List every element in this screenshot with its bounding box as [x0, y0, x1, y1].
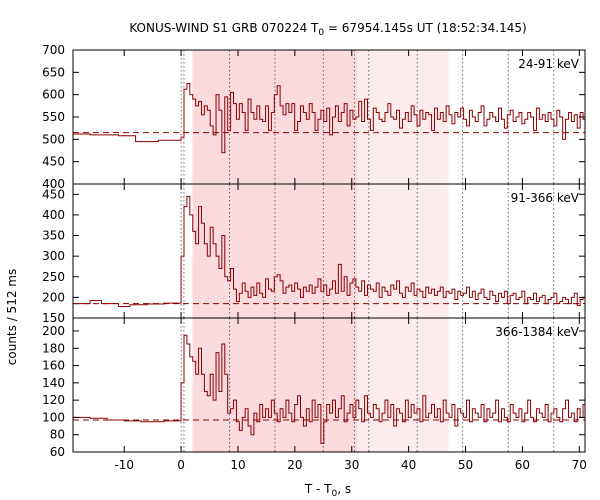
panel-frame — [72, 317, 586, 453]
x-tick-label: 50 — [458, 458, 473, 472]
y-tick-label: 450 — [42, 155, 65, 169]
y-tick-label: 200 — [42, 290, 65, 304]
y-tick-label: 400 — [42, 208, 65, 222]
chart-title: KONUS-WIND S1 GRB 070224 T0 = 67954.145s… — [129, 21, 526, 38]
y-tick-label: 100 — [42, 410, 65, 424]
y-tick-label: 180 — [42, 341, 65, 355]
y-tick-label: 350 — [42, 229, 65, 243]
y-tick-label: 600 — [42, 88, 65, 102]
light-curve-3 — [73, 334, 585, 444]
x-tick-label: 30 — [344, 458, 359, 472]
y-tick-label: 80 — [50, 428, 65, 442]
x-tick-label: 0 — [177, 458, 185, 472]
y-tick-label: 500 — [42, 132, 65, 146]
y-tick-label: 150 — [42, 311, 65, 325]
y-tick-label: 400 — [42, 177, 65, 191]
shaded-region-2 — [357, 318, 449, 452]
energy-band-label: 366-1384 keV — [495, 325, 579, 339]
x-tick-label: -10 — [114, 458, 134, 472]
y-tick-label: 140 — [42, 376, 65, 390]
x-tick-label: 60 — [515, 458, 530, 472]
y-tick-label: 700 — [42, 43, 65, 57]
x-tick-label: 20 — [287, 458, 302, 472]
shaded-region-2 — [357, 184, 449, 318]
x-tick-label: 10 — [230, 458, 245, 472]
panel-3: 60 80 100 120 140 160 180 200 366-1384 keV — [42, 317, 586, 459]
y-tick-label: 250 — [42, 270, 65, 284]
x-axis-label: T - T0, s — [304, 482, 351, 499]
y-tick-label: 200 — [42, 324, 65, 338]
shaded-region-1 — [192, 318, 358, 452]
y-tick-label: 160 — [42, 359, 65, 373]
y-tick-label: 450 — [42, 187, 65, 201]
panel-2: 150 200 250 300 350 400 450 91-366 keV — [42, 183, 586, 325]
x-tick-label: 40 — [401, 458, 416, 472]
y-tick-label: 300 — [42, 249, 65, 263]
y-tick-label: 60 — [50, 445, 65, 459]
panel-1: 400 450 500 550 600 650 700 24-91 keV — [42, 43, 586, 191]
shaded-region-2 — [357, 50, 449, 184]
light-curve-1 — [73, 83, 585, 154]
energy-band-label: 91-366 keV — [511, 191, 580, 205]
x-tick-label: 70 — [572, 458, 587, 472]
y-tick-label: 120 — [42, 393, 65, 407]
y-tick-label: 550 — [42, 110, 65, 124]
y-tick-label: 650 — [42, 65, 65, 79]
y-axis-label: counts / 512 ms — [5, 269, 19, 365]
light-curve-2 — [73, 195, 585, 307]
energy-band-label: 24-91 keV — [518, 57, 580, 71]
